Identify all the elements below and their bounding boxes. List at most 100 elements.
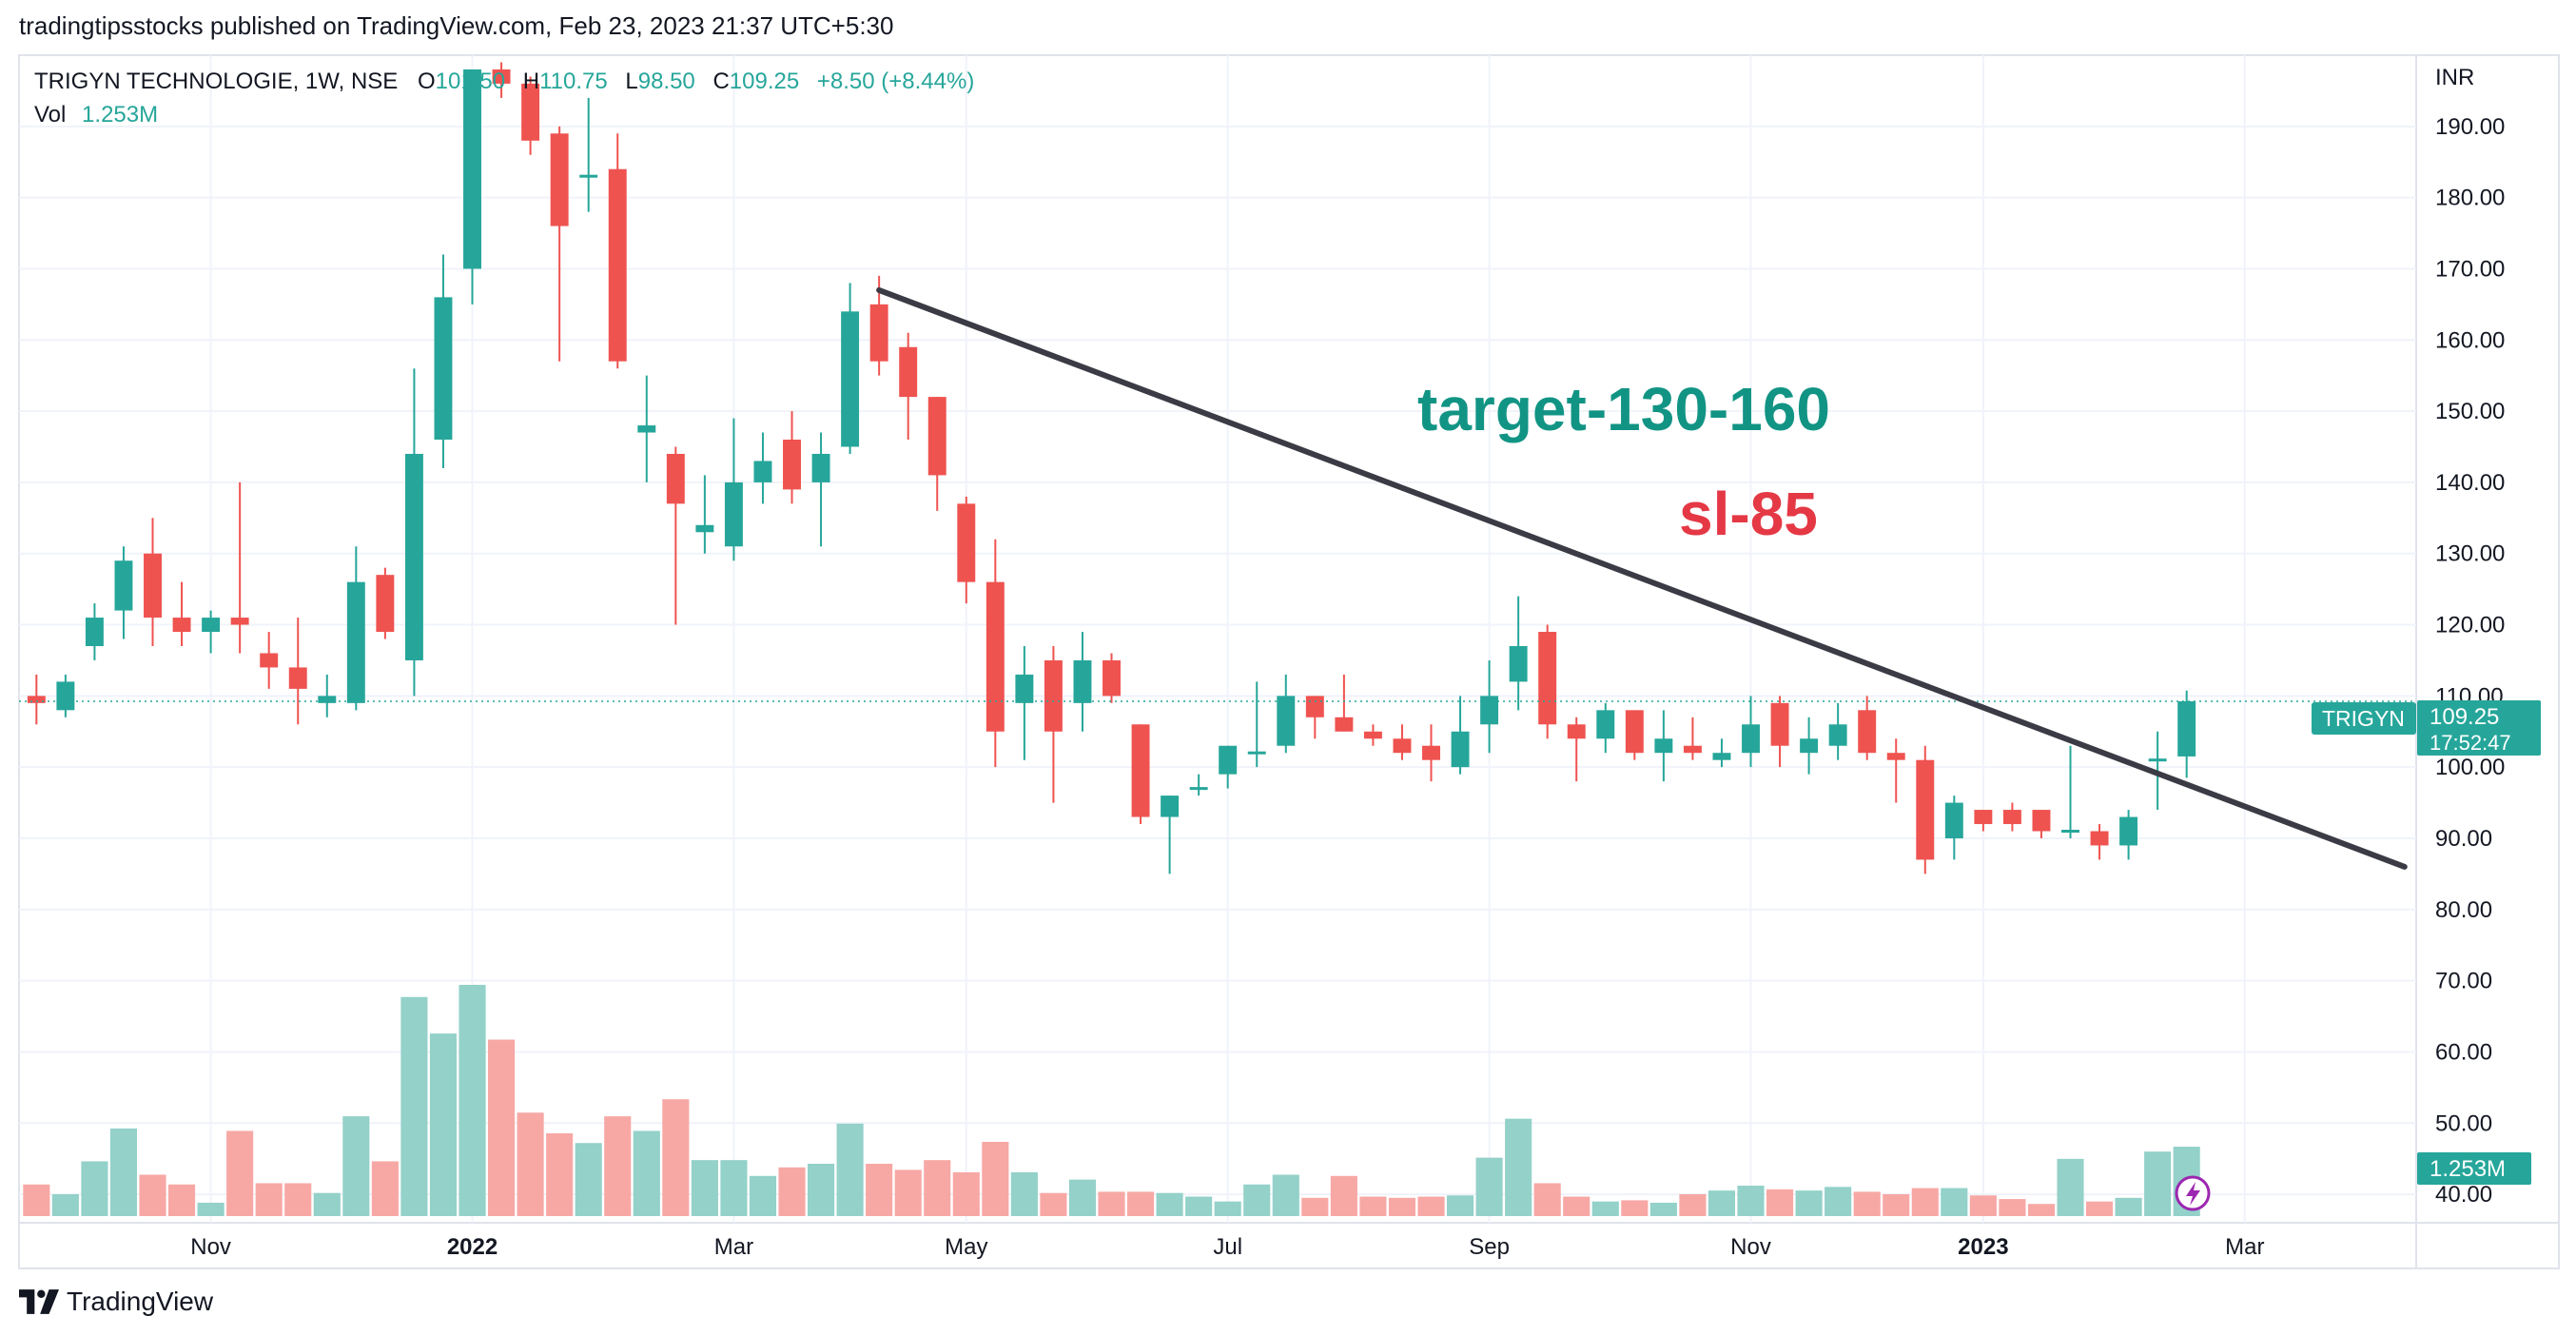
candle-body xyxy=(1103,659,1121,697)
candle xyxy=(637,375,656,482)
candle-body xyxy=(1073,659,1092,703)
candle xyxy=(56,674,75,717)
volume-bar xyxy=(1098,1191,1125,1216)
volume-bar xyxy=(866,1163,893,1216)
candle-body xyxy=(376,575,395,633)
candle-body xyxy=(1944,802,1963,838)
candle-body xyxy=(1858,710,1877,754)
volume-bar xyxy=(371,1161,399,1216)
candle-body xyxy=(1654,738,1673,754)
candle-body xyxy=(1247,751,1266,755)
grid-lines xyxy=(19,55,2416,1223)
y-tick-label: 40.00 xyxy=(2435,1182,2492,1208)
symbol-tag-label: TRIGYN xyxy=(2322,706,2405,731)
volume-bar xyxy=(284,1183,312,1216)
candle xyxy=(1916,745,1935,874)
volume-bar xyxy=(1505,1118,1532,1216)
branding[interactable]: TradingView xyxy=(19,1287,213,1317)
candle xyxy=(260,632,279,689)
candle-body xyxy=(2032,810,2051,832)
candle-body xyxy=(56,681,75,711)
volume-bar xyxy=(1737,1186,1765,1216)
candle xyxy=(1044,645,1063,803)
candle-body xyxy=(144,553,162,619)
legend-open-label: O xyxy=(418,69,436,94)
candle xyxy=(1073,632,1092,732)
legend-close-value: 109.25 xyxy=(730,69,799,94)
candle xyxy=(376,567,395,639)
candle xyxy=(230,481,249,654)
candle xyxy=(1480,659,1499,754)
candle xyxy=(1393,724,1412,760)
volume-bar xyxy=(1243,1184,1271,1216)
candles xyxy=(27,62,2196,874)
candle xyxy=(2177,690,2196,778)
lightning-icon[interactable] xyxy=(2175,1175,2211,1211)
volume-bar xyxy=(1417,1196,1445,1216)
candle-body xyxy=(1363,731,1382,739)
candle xyxy=(753,432,772,504)
y-tick-label: 180.00 xyxy=(2435,186,2505,211)
y-tick-label: 120.00 xyxy=(2435,613,2505,639)
candle-body xyxy=(492,69,511,84)
y-tick-label: 70.00 xyxy=(2435,969,2492,994)
candle xyxy=(1974,810,1993,832)
legend-high-label: H xyxy=(523,69,539,94)
candle xyxy=(2032,810,2051,838)
candle-body xyxy=(1044,659,1063,732)
volume-bar xyxy=(168,1184,196,1216)
legend-change: +8.50 (+8.44%) xyxy=(817,69,974,94)
candle xyxy=(1828,702,1847,760)
volume-bar xyxy=(1388,1197,1416,1216)
volume-bar xyxy=(1795,1190,1823,1216)
candle xyxy=(1103,653,1121,703)
x-tick-label: 2022 xyxy=(447,1234,498,1260)
candle-body xyxy=(899,346,918,398)
candle xyxy=(1277,674,1296,754)
candle xyxy=(1363,724,1382,746)
volume-bar xyxy=(691,1160,718,1216)
volume-bar xyxy=(1127,1191,1155,1216)
time-axis[interactable]: Nov 2022 Mar May Jul Sep Nov 2023 Mar xyxy=(190,1234,2264,1260)
legend-row: TRIGYN TECHNOLOGIE, 1W, NSE O101.50 H110… xyxy=(34,69,974,94)
candle xyxy=(2090,824,2109,860)
volume-tag-value: 1.253M xyxy=(2430,1156,2506,1182)
candle-body xyxy=(27,696,46,703)
candle-body xyxy=(2119,816,2138,846)
candle xyxy=(2002,802,2021,832)
volume-tag: 1.253M xyxy=(2417,1152,2531,1185)
candle xyxy=(1219,745,1238,789)
stoploss-annotation[interactable]: sl-85 xyxy=(1679,480,1818,548)
price-tag-box xyxy=(2417,700,2541,756)
candle xyxy=(1247,681,1266,768)
trendline-segment[interactable] xyxy=(876,286,2408,870)
candle xyxy=(346,546,365,711)
currency-label: INR xyxy=(2435,65,2474,90)
volume-bar xyxy=(139,1174,166,1216)
candle-body xyxy=(463,69,481,269)
candle xyxy=(144,518,162,646)
y-tick-label: 90.00 xyxy=(2435,826,2492,852)
price-axis[interactable]: 40.0050.0060.0070.0080.0090.00100.00110.… xyxy=(2435,114,2505,1208)
candle xyxy=(1886,738,1905,803)
y-tick-label: 140.00 xyxy=(2435,470,2505,496)
volume-bar xyxy=(1621,1200,1649,1216)
volume-bar xyxy=(1068,1179,1097,1216)
volume-tag-box xyxy=(2417,1152,2531,1185)
trendline[interactable] xyxy=(876,286,2408,870)
price-tag-value: 109.25 xyxy=(2430,704,2499,730)
y-tick-label: 50.00 xyxy=(2435,1110,2492,1136)
candle-body xyxy=(1742,724,1760,754)
target-annotation[interactable]: target-130-160 xyxy=(1417,375,1830,443)
volume-bar xyxy=(836,1123,864,1216)
legend-open-value: 101.50 xyxy=(436,69,505,94)
candle xyxy=(1683,717,1702,760)
candle-body xyxy=(1219,745,1238,775)
candle-body xyxy=(2148,758,2167,762)
legend-volume-row: Vol 1.253M xyxy=(34,102,158,128)
volume-bar xyxy=(1825,1187,1852,1216)
candle-body xyxy=(1974,810,1993,825)
volume-bar xyxy=(23,1184,50,1216)
candle xyxy=(899,332,918,441)
